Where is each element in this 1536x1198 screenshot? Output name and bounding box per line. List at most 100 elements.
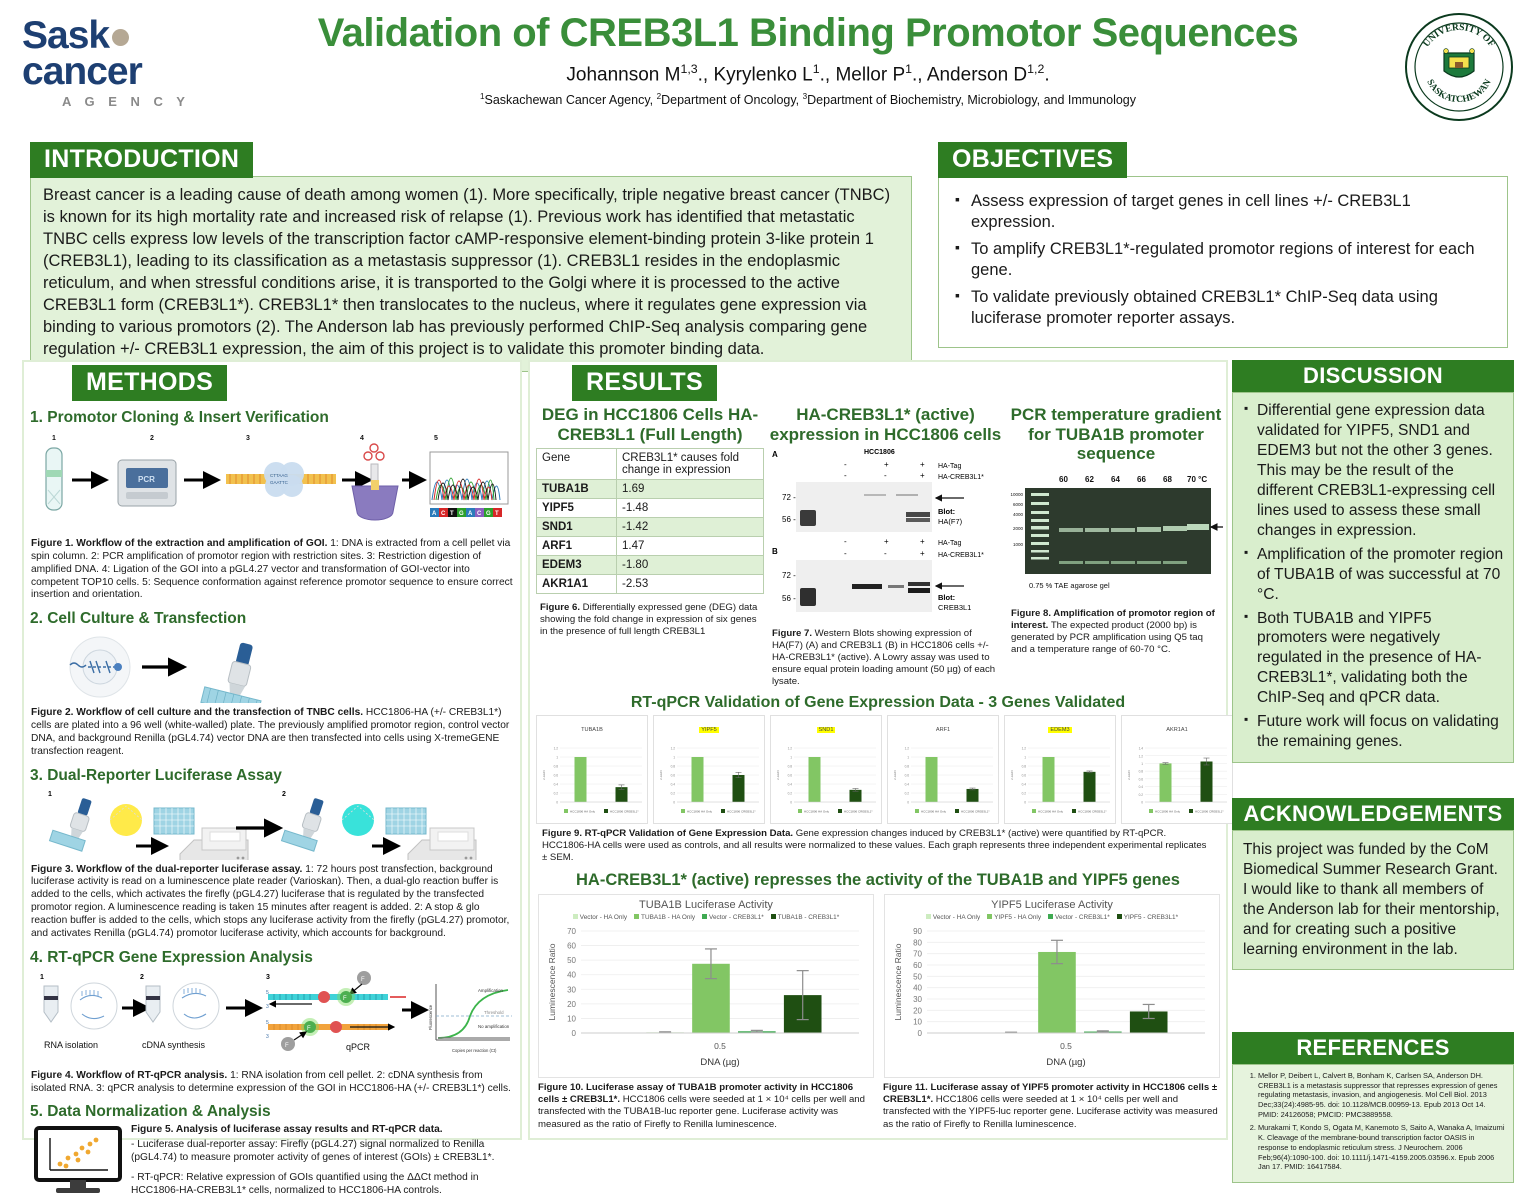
logo-line-3: A G E N C Y [62,94,232,109]
svg-text:10: 10 [913,1018,922,1027]
legend-entry: Vector - HA Only [926,914,980,921]
legend-entry: YIPF5 - HA Only [987,914,1041,921]
svg-text:0.6: 0.6 [1022,774,1027,778]
references-body: Mellor P, Deibert L, Calvert B, Bonham K… [1232,1064,1514,1183]
deg-fold: -2.53 [617,575,764,594]
svg-text:60: 60 [567,942,576,951]
reference-item: Mellor P, Deibert L, Calvert B, Bonham K… [1258,1071,1505,1119]
svg-text:0.4: 0.4 [788,783,793,787]
figure-1-caption-bold: Figure 1. Workflow of the extraction and… [31,538,327,549]
svg-text:-: - [844,549,847,558]
discussion-panel: DISCUSSION Differential gene expression … [1232,360,1514,763]
svg-text:-: - [884,471,887,480]
svg-text:Blot:: Blot: [938,507,955,516]
svg-text:PCR: PCR [138,475,155,484]
svg-text:0: 0 [918,1029,923,1038]
svg-text:5: 5 [266,990,269,996]
svg-text:Blot:: Blot: [938,593,955,602]
svg-text:2: 2 [140,974,144,981]
svg-text:1.2: 1.2 [788,747,793,751]
svg-text:C: C [477,511,482,517]
svg-text:50: 50 [567,956,576,965]
figure-10-caption: Figure 10. Luciferase assay of TUBA1B pr… [538,1082,873,1130]
figure-6-caption-bold: Figure 6. [540,602,580,613]
svg-text:3: 3 [266,1004,269,1010]
discussion-item: Differential gene expression data valida… [1257,401,1504,541]
svg-text:CTTAAG: CTTAAG [270,473,288,478]
svg-text:1.2: 1.2 [905,747,910,751]
svg-text:4000: 4000 [1013,512,1024,517]
svg-text:0: 0 [1141,801,1143,805]
svg-text:Luminescence Ratio: Luminescence Ratio [547,944,557,1021]
svg-text:qPCR: qPCR [346,1042,371,1052]
svg-text:HA-CREB3L1*: HA-CREB3L1* [938,474,984,481]
logo-dot-icon [112,29,129,46]
svg-text:50: 50 [913,973,922,982]
svg-text:HCC1806 HA Only: HCC1806 HA Only [687,810,713,814]
svg-text:0.2: 0.2 [671,792,676,796]
svg-text:2: 2 [282,791,286,798]
table-row: AKR1A1-2.53 [537,575,764,594]
svg-text:-: - [844,460,847,469]
svg-text:68: 68 [1163,475,1172,484]
svg-text:0.2: 0.2 [554,792,559,796]
svg-text:HCC1806 CREB3L1*: HCC1806 CREB3L1* [961,810,990,814]
svg-text:62: 62 [1085,475,1094,484]
deg-fold: -1.48 [617,499,764,518]
figure-6-caption: Figure 6. Differentially expressed gene … [540,602,760,638]
svg-text:2: 2 [150,435,154,442]
svg-text:66: 66 [1137,475,1146,484]
results-heading: RESULTS [572,365,717,401]
reference-item: Murakami T, Kondo S, Ogata M, Kanemoto S… [1258,1123,1505,1171]
figure-7-image: A HCC1806 -++ HA-Tag --+ HA-CREB3L1* 72 … [768,444,1003,624]
svg-text:HCC1806 CREB3L1*: HCC1806 CREB3L1* [844,810,873,814]
svg-text:3: 3 [246,435,250,442]
deg-gene: ARF1 [537,537,617,556]
introduction-panel: INTRODUCTION Breast cancer is a leading … [30,142,912,372]
deg-table: Gene CREB3L1* causes fold change in expr… [536,448,764,594]
acknowledgements-body: This project was funded by the CoM Biome… [1232,830,1514,970]
discussion-body: Differential gene expression data valida… [1232,392,1514,763]
figure-5-block: Figure 5. Analysis of luciferase assay r… [24,1124,520,1197]
deg-title: DEG in HCC1806 Cells HA-CREB3L1 (Full Le… [536,405,764,444]
svg-text:HA-Tag: HA-Tag [938,463,961,470]
svg-text:0.8: 0.8 [671,765,676,769]
svg-text:Fluorescence: Fluorescence [428,1004,433,1030]
svg-text:HCC1806 CREB3L1*: HCC1806 CREB3L1* [610,810,639,814]
svg-text:CREB3L1: CREB3L1 [938,603,971,612]
figure-2-caption-bold: Figure 2. Workflow of cell culture and t… [31,707,363,718]
svg-text:0.4: 0.4 [671,783,676,787]
discussion-heading: DISCUSSION [1232,360,1514,392]
references-panel: REFERENCES Mellor P, Deibert L, Calvert … [1232,1032,1514,1183]
svg-text:10: 10 [567,1015,576,1024]
svg-text:HCC1806 CREB3L1*: HCC1806 CREB3L1* [1195,810,1224,814]
methods-step-1-title: 1. Promotor Cloning & Insert Verificatio… [30,409,520,427]
svg-text:HCC1806 CREB3L1*: HCC1806 CREB3L1* [727,810,756,814]
svg-text:1: 1 [40,974,44,981]
figure-7-caption: Figure 7. Western Blots showing expressi… [772,628,999,688]
figure-2-diagram [30,631,514,703]
objectives-list: Assess expression of target genes in cel… [949,191,1493,330]
poster-header: Sask cancer A G E N C Y Validation of CR… [0,0,1536,130]
svg-text:1.4: 1.4 [1139,747,1144,751]
svg-text:4: 4 [360,435,364,442]
svg-text:1: 1 [673,756,675,760]
svg-text:HCC1806 CREB3L1*: HCC1806 CREB3L1* [1078,810,1107,814]
svg-text:0.8: 0.8 [905,765,910,769]
methods-step-3-title: 3. Dual-Reporter Luciferase Assay [30,767,520,785]
svg-text:Copies per reaction (Ct): Copies per reaction (Ct) [452,1048,497,1053]
discussion-item: Both TUBA1B and YIPF5 promoters were neg… [1257,609,1504,709]
acknowledgements-panel: ACKNOWLEDGEMENTS This project was funded… [1232,798,1514,970]
svg-text:+: + [920,549,925,558]
acknowledgements-text: This project was funded by the CoM Biome… [1243,840,1503,960]
svg-text:Luminescence Ratio: Luminescence Ratio [893,944,903,1021]
figure-4-caption-bold: Figure 4. Workflow of RT-qPCR analysis. [31,1070,227,1081]
poster-title: Validation of CREB3L1 Binding Promotor S… [240,12,1376,54]
affiliations-line: 1Saskachewan Cancer Agency, 2Department … [240,92,1376,107]
